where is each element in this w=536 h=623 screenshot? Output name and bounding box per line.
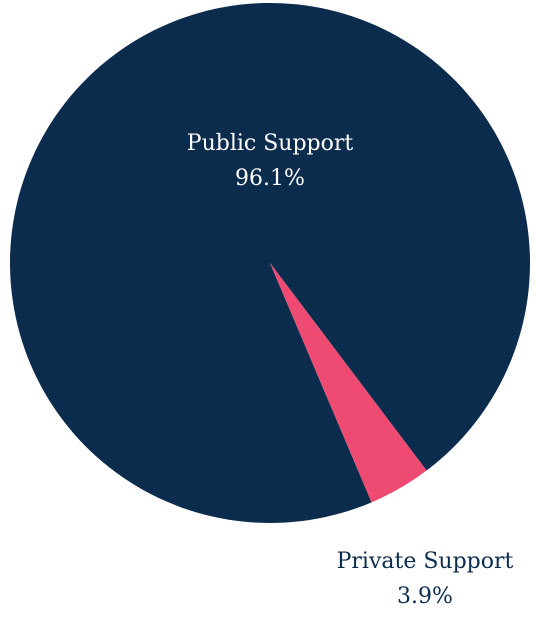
slice-label: Private Support [337, 549, 514, 574]
slice-label: Public Support [187, 131, 354, 156]
pie-slice [10, 2, 531, 523]
pie-slice [270, 263, 427, 503]
slice-value-label: 96.1% [235, 166, 305, 191]
slice-value-label: 3.9% [397, 584, 453, 609]
